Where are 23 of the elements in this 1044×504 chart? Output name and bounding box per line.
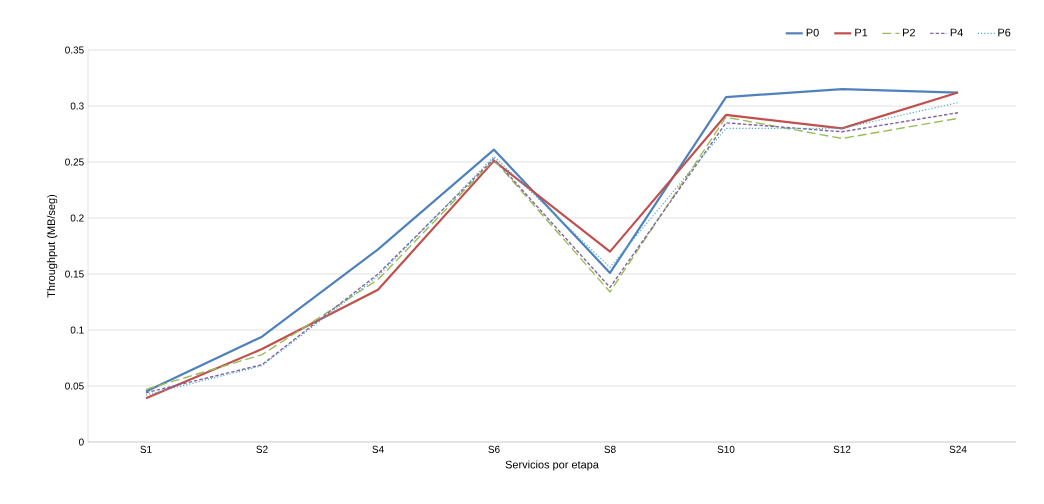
y-tick-label: 0.1 <box>70 326 84 334</box>
y-tick-label: 0.3 <box>70 102 84 110</box>
y-tick-label: 0.35 <box>65 46 84 54</box>
x-tick-label: S24 <box>949 445 967 453</box>
x-axis-title: Servicios por etapa <box>505 460 599 471</box>
legend-label: P6 <box>998 28 1011 37</box>
y-tick-label: 0.05 <box>65 382 84 390</box>
x-tick-label: S8 <box>604 445 616 453</box>
legend-label: P0 <box>806 28 819 37</box>
x-tick-label: S1 <box>140 445 152 453</box>
y-tick-label: 0.15 <box>65 270 84 278</box>
y-axis-title: Throughput (MB/seg) <box>47 194 58 298</box>
x-tick-label: S6 <box>488 445 500 453</box>
y-tick-label: 0.25 <box>65 158 84 166</box>
legend-label: P4 <box>950 28 963 37</box>
y-tick-label: 0.2 <box>70 214 84 222</box>
y-tick-label: 0 <box>79 438 84 446</box>
x-tick-label: S10 <box>717 445 735 453</box>
legend-label: P2 <box>903 28 915 37</box>
x-tick-label: S2 <box>256 445 268 453</box>
x-tick-label: S4 <box>372 445 384 453</box>
x-tick-label: S12 <box>833 445 851 453</box>
legend-label: P1 <box>855 28 868 37</box>
